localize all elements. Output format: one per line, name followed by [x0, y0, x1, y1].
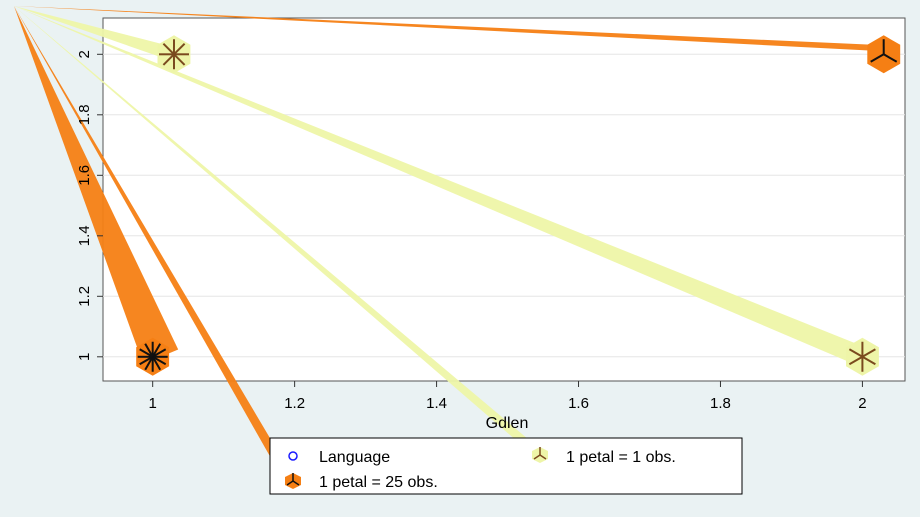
x-tick-label: 1.8: [710, 395, 731, 412]
flower-petal: [162, 42, 175, 56]
petal-spokes: [14, 6, 884, 488]
flower-petal: [151, 356, 162, 371]
x-axis-ticks: 1 1.2 1.4 1.6 1.8 2: [149, 381, 867, 412]
flower-petal: [861, 348, 876, 358]
x-tick-label: 1.6: [568, 395, 589, 412]
flower-petal: [139, 355, 154, 366]
petal-streak: [14, 6, 543, 459]
x-axis-label: Gdlen: [486, 415, 529, 432]
y-tick-label: 1.8: [76, 104, 93, 125]
x-tick-label: 2: [858, 395, 866, 412]
y-tick-label: 1.6: [76, 165, 93, 186]
x-tick-label: 1.2: [284, 395, 305, 412]
petal-streak: [14, 6, 297, 488]
petal-streak: [14, 6, 179, 365]
x-tick-label: 1: [149, 395, 157, 412]
flower-petal: [162, 53, 175, 66]
petal-streak: [14, 6, 867, 366]
flower-petal: [152, 348, 167, 358]
flowers: [136, 35, 901, 376]
legend: Language 1 petal = 1 obs. 1 petal = 25 o…: [269, 437, 743, 495]
flower-petal: [870, 53, 885, 63]
flower-petal: [139, 348, 154, 358]
y-tick-label: 2: [76, 50, 93, 58]
flower-petal: [861, 355, 876, 366]
y-tick-label: 1.4: [76, 225, 93, 246]
legend-dark-spoke-icon: [286, 473, 300, 486]
y-tick-label: 1.2: [76, 286, 93, 307]
flower-petal: [152, 355, 167, 366]
legend-light-petal-label: 1 petal = 1 obs.: [566, 449, 676, 466]
legend-marker-label: Language: [319, 449, 390, 466]
petal-streak: [14, 6, 176, 61]
flower-petal: [144, 356, 154, 371]
flower-petal: [151, 343, 162, 358]
flower-petal: [848, 355, 863, 366]
x-tick-label: 1.4: [426, 395, 447, 412]
petal-streak: [14, 6, 884, 52]
flower-petal: [173, 53, 186, 66]
legend-box: [269, 437, 743, 495]
flower-petal: [848, 348, 863, 358]
flower-petal: [883, 53, 898, 63]
legend-light-spoke-icon: [533, 447, 547, 460]
legend-marker-icon: [288, 451, 298, 461]
flower-petal: [173, 42, 186, 56]
legend-dark-petal-label: 1 petal = 25 obs.: [319, 474, 438, 491]
grid-lines: [103, 53, 905, 358]
flower-petal: [144, 343, 154, 358]
y-axis-ticks: 1 1.2 1.4 1.6 1.8 2: [76, 50, 103, 361]
y-tick-label: 1: [76, 353, 93, 361]
